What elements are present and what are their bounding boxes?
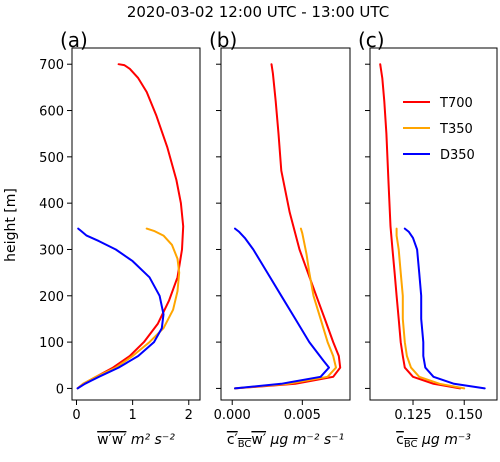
- y-tick-label: 700: [39, 58, 64, 73]
- y-tick-label: 400: [39, 197, 64, 212]
- series-line-t700: [234, 63, 342, 390]
- x-tick-label: 1: [128, 408, 136, 423]
- y-tick-label: 500: [39, 151, 64, 166]
- legend-label-t700: T700: [439, 96, 473, 111]
- x-axis-label: c′BCw′ μg m⁻² s⁻¹: [227, 432, 344, 450]
- legend: T700 T350 D350: [403, 96, 475, 163]
- x-tick-label: 0: [72, 408, 80, 423]
- plot-frame: [220, 47, 351, 401]
- x-tick-label: 0.125: [394, 408, 431, 423]
- y-tick-label: 100: [39, 336, 64, 351]
- figure-title: 2020-03-02 12:00 UTC - 13:00 UTC: [127, 3, 389, 21]
- y-tick-label: 200: [39, 290, 64, 305]
- plot-frame: [369, 47, 498, 401]
- x-tick-label: 0.005: [284, 408, 321, 423]
- legend-label-d350: D350: [440, 148, 475, 163]
- series-line-t700: [76, 63, 185, 390]
- x-axis-label: w′w′ m² s⁻²: [97, 432, 175, 448]
- y-axis-label: height [m]: [3, 188, 19, 262]
- plot-frame: [71, 47, 201, 401]
- y-tick-label: 300: [39, 243, 64, 258]
- x-tick-label: 0.150: [446, 408, 483, 423]
- series-line-t350: [76, 227, 181, 390]
- series-line-d350: [76, 227, 165, 390]
- x-tick-label: 2: [185, 408, 193, 423]
- y-tick-label: 0: [56, 382, 64, 397]
- x-tick-label: 0.000: [214, 408, 251, 423]
- y-tick-label: 600: [39, 105, 64, 120]
- series-line-d350: [403, 227, 486, 390]
- series-line-t350: [234, 227, 337, 390]
- x-axis-label: cBC μg m⁻³: [396, 432, 471, 450]
- series-line-t700: [379, 63, 462, 390]
- series-line-d350: [234, 227, 330, 390]
- series-line-t350: [395, 227, 466, 390]
- legend-label-t350: T350: [439, 122, 473, 137]
